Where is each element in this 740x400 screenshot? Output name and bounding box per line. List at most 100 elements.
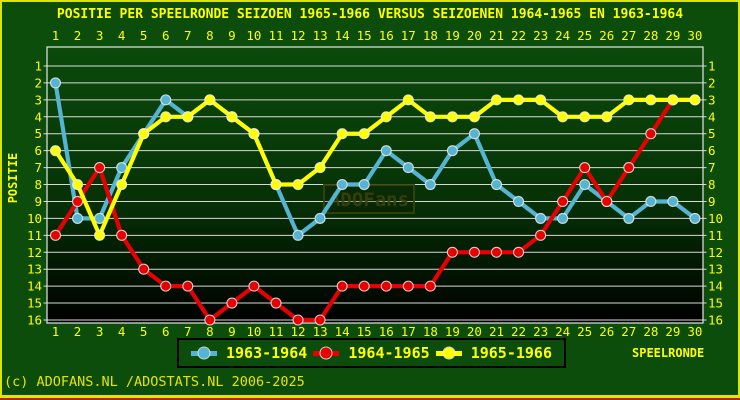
y-tick-right-16: 16 <box>708 312 723 327</box>
y-tick-left-16: 16 <box>27 312 42 327</box>
x-tick-top-1: 1 <box>52 28 60 43</box>
x-tick-bottom-17: 17 <box>401 324 416 339</box>
x-axis-labels-top: 1 2 3 4 5 6 7 8 9 10 11 12 13 14 15 16 17 18 19 20 21 22 23 24 2… <box>52 28 703 43</box>
legend-label-1964-1965: 1964-1965 <box>348 344 430 362</box>
data-point-1965-1966-round-3 <box>94 229 106 241</box>
y-tick-left-5: 5 <box>34 126 42 141</box>
data-point-1964-1965-round-10 <box>248 280 260 292</box>
x-tick-top-15: 15 <box>357 28 372 43</box>
data-point-1965-1966-round-14 <box>336 128 348 140</box>
data-point-1963-1964-round-18 <box>424 178 436 191</box>
data-point-1964-1965-round-25 <box>579 162 591 174</box>
watermark-text: ADOFans <box>329 189 409 211</box>
data-point-1963-1964-round-1 <box>49 77 62 89</box>
data-point-1963-1964-round-24 <box>557 212 569 224</box>
y-tick-left-7: 7 <box>34 160 42 175</box>
x-tick-top-16: 16 <box>379 28 394 43</box>
data-point-1965-1966-round-22 <box>512 94 525 106</box>
frame-edge-bottom-accent <box>0 398 740 400</box>
data-point-1964-1965-round-4 <box>116 229 128 241</box>
x-tick-bottom-12: 12 <box>291 324 306 339</box>
legend-label-1963-1964: 1963-1964 <box>226 344 308 362</box>
data-point-1964-1965-round-24 <box>557 195 569 208</box>
data-point-1963-1964-round-30 <box>689 212 701 224</box>
x-tick-bottom-2: 2 <box>74 324 82 339</box>
chart-title: POSITIE PER SPEELRONDE SEIZOEN 1965-1966… <box>56 7 684 22</box>
x-tick-bottom-23: 23 <box>533 324 548 339</box>
legend-label-1965-1966: 1965-1966 <box>470 344 552 362</box>
data-point-1965-1966-round-4 <box>116 178 128 191</box>
y-tick-right-6: 6 <box>708 143 716 158</box>
data-point-1964-1965-round-15 <box>358 280 370 292</box>
x-tick-bottom-21: 21 <box>489 324 504 339</box>
data-point-1965-1966-round-27 <box>623 94 635 106</box>
x-tick-top-25: 25 <box>577 28 592 43</box>
x-tick-bottom-22: 22 <box>511 324 526 339</box>
data-point-1965-1966-round-30 <box>689 94 701 106</box>
x-tick-top-22: 22 <box>511 28 526 43</box>
x-tick-top-26: 26 <box>599 28 614 43</box>
y-tick-right-10: 10 <box>708 211 723 226</box>
y-tick-right-13: 13 <box>708 262 723 277</box>
data-point-1963-1964-round-28 <box>645 195 657 208</box>
data-point-1965-1966-round-15 <box>358 128 370 140</box>
data-point-1963-1964-round-12 <box>292 229 304 241</box>
x-tick-top-28: 28 <box>643 28 658 43</box>
data-point-1965-1966-round-11 <box>270 178 282 191</box>
y-tick-left-15: 15 <box>27 296 42 311</box>
data-point-1964-1965-round-16 <box>380 280 392 292</box>
x-tick-bottom-15: 15 <box>357 324 372 339</box>
x-tick-top-4: 4 <box>118 28 126 43</box>
data-point-1964-1965-round-2 <box>72 195 84 208</box>
data-point-1964-1965-round-21 <box>490 246 503 258</box>
x-tick-bottom-10: 10 <box>246 324 261 339</box>
data-point-1964-1965-round-19 <box>446 246 458 258</box>
x-tick-top-9: 9 <box>228 28 236 43</box>
x-tick-top-5: 5 <box>140 28 148 43</box>
data-point-1965-1966-round-21 <box>490 94 503 106</box>
y-tick-left-12: 12 <box>27 245 42 260</box>
data-point-1964-1965-round-11 <box>270 297 282 309</box>
x-tick-top-8: 8 <box>206 28 214 43</box>
data-point-1965-1966-round-8 <box>204 94 216 106</box>
x-tick-top-29: 29 <box>665 28 680 43</box>
x-tick-bottom-11: 11 <box>268 324 283 339</box>
data-point-1964-1965-round-8 <box>204 314 216 326</box>
data-point-1965-1966-round-1 <box>49 145 62 157</box>
y-tick-right-11: 11 <box>708 228 723 243</box>
data-point-1963-1964-round-3 <box>94 212 106 224</box>
data-point-1965-1966-round-23 <box>535 94 547 106</box>
data-point-1963-1964-round-15 <box>358 178 370 191</box>
data-point-1965-1966-round-18 <box>424 111 436 123</box>
x-tick-top-19: 19 <box>445 28 460 43</box>
x-tick-top-7: 7 <box>184 28 192 43</box>
frame-edge-right <box>738 0 740 400</box>
data-point-1965-1966-round-7 <box>182 111 194 123</box>
legend: 1963-1964 1964-1965 1965-1966 <box>177 338 566 368</box>
data-point-1963-1964-round-6 <box>160 94 172 106</box>
y-tick-right-15: 15 <box>708 296 723 311</box>
data-point-1965-1966-round-20 <box>468 111 481 123</box>
data-point-1963-1964-round-4 <box>116 162 128 174</box>
data-point-1963-1964-round-2 <box>72 212 84 224</box>
data-point-1963-1964-round-29 <box>667 195 679 208</box>
data-point-1965-1966-round-29 <box>667 94 679 106</box>
x-tick-bottom-4: 4 <box>118 324 126 339</box>
x-tick-bottom-14: 14 <box>335 324 350 339</box>
x-tick-top-14: 14 <box>335 28 350 43</box>
data-point-1964-1965-round-13 <box>314 314 326 326</box>
data-point-1965-1966-round-19 <box>446 111 458 123</box>
data-point-1964-1965-round-27 <box>623 162 635 174</box>
x-axis-labels-bottom: 1 2 3 4 5 6 7 8 9 10 11 12 13 14 15 16 17 18 19 20 21 22 23 24 2… <box>52 324 703 339</box>
data-point-1965-1966-round-9 <box>226 111 238 123</box>
x-tick-bottom-20: 20 <box>467 324 482 339</box>
data-point-1965-1966-round-25 <box>579 111 591 123</box>
y-tick-right-2: 2 <box>708 75 716 90</box>
data-point-1964-1965-round-28 <box>645 128 657 140</box>
data-point-1965-1966-round-17 <box>402 94 414 106</box>
data-point-1964-1965-round-17 <box>402 280 414 292</box>
x-tick-bottom-16: 16 <box>379 324 394 339</box>
y-tick-right-1: 1 <box>708 59 716 74</box>
